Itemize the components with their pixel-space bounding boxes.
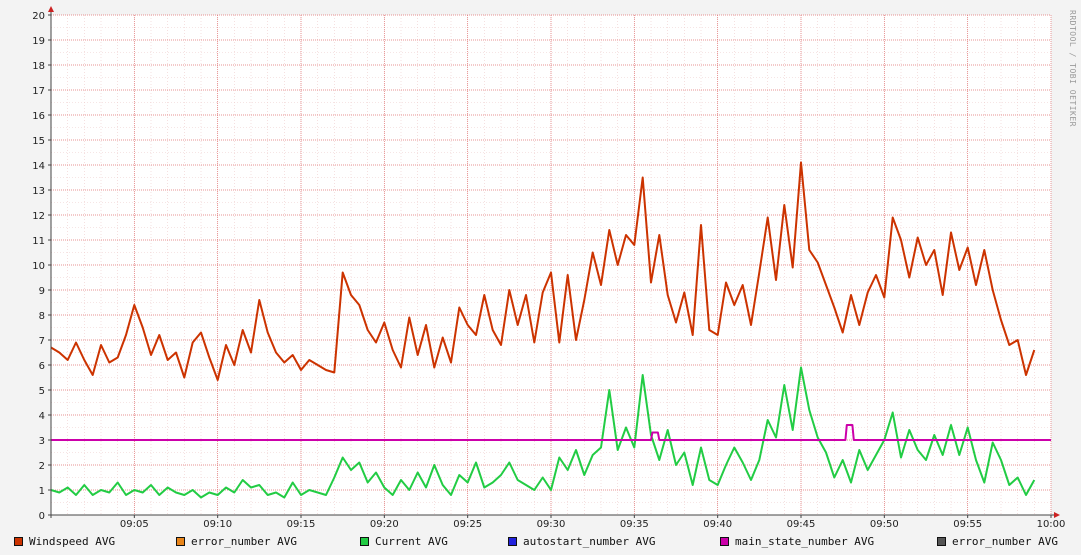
series-layer [50, 161, 1051, 499]
legend-swatch [360, 536, 369, 546]
y-tick-label: 16 [32, 111, 45, 122]
x-tick-label: 10:00 [1037, 519, 1066, 530]
y-tick-label: 17 [32, 86, 45, 97]
y-tick-label: 1 [39, 486, 45, 497]
legend-label: main_state_number AVG [735, 534, 875, 548]
x-tick-label: 09:25 [453, 519, 482, 530]
y-tick-label: 7 [39, 336, 45, 347]
y-tick-label: 19 [32, 36, 45, 47]
y-tick-label: 6 [39, 361, 45, 372]
y-tick-label: 3 [39, 436, 45, 447]
x-tick-labels: 09:05 09:10 09:15 09:20 09:25 09:30 09:35 09:40… [120, 515, 1065, 530]
legend: Windspeed AVG error_number AVG Current AVG… [0, 531, 1081, 551]
y-tick-label: 9 [39, 286, 45, 297]
series-line-0 [50, 161, 1036, 381]
legend-swatch [14, 536, 23, 546]
y-tick-label: 2 [39, 461, 45, 472]
x-tick-label: 09:15 [287, 519, 316, 530]
legend-item: Windspeed AVG [14, 531, 115, 551]
y-tick-label: 18 [32, 61, 45, 72]
legend-item: Current AVG [360, 531, 448, 551]
series-line-2 [50, 366, 1036, 499]
y-tick-label: 10 [32, 261, 45, 272]
y-tick-label: 5 [39, 386, 45, 397]
x-tick-label: 09:55 [953, 519, 982, 530]
y-tick-label: 14 [32, 161, 45, 172]
x-axis-arrow-icon [1054, 512, 1060, 518]
x-tick-label: 09:10 [203, 519, 232, 530]
legend-item: main_state_number AVG [720, 531, 874, 551]
y-tick-label: 8 [39, 311, 45, 322]
y-tick-label: 20 [32, 11, 45, 22]
legend-label: Windspeed AVG [29, 534, 116, 548]
y-tick-label: 12 [32, 211, 45, 222]
legend-swatch [720, 536, 729, 546]
legend-label: error_number AVG [191, 534, 297, 548]
x-tick-label: 09:20 [370, 519, 399, 530]
series-line-4 [51, 424, 1051, 441]
y-axis-arrow-icon [48, 6, 54, 12]
legend-label: Current AVG [375, 534, 448, 548]
legend-swatch [937, 536, 946, 546]
x-tick-label: 09:30 [537, 519, 566, 530]
legend-label: error_number AVG [952, 534, 1058, 548]
y-tick-label: 0 [39, 511, 45, 522]
legend-swatch [508, 536, 517, 546]
y-tick-label: 13 [32, 186, 45, 197]
legend-item: autostart_number AVG [508, 531, 655, 551]
legend-item: error_number AVG [937, 531, 1058, 551]
x-tick-label: 09:45 [787, 519, 816, 530]
x-tick-label: 09:50 [870, 519, 899, 530]
y-tick-label: 4 [39, 411, 45, 422]
y-tick-label: 11 [32, 236, 45, 247]
watermark: RRDTOOL / TOBI OETIKER [1068, 10, 1077, 127]
legend-swatch [176, 536, 185, 546]
x-tick-label: 09:35 [620, 519, 649, 530]
legend-label: autostart_number AVG [523, 534, 656, 548]
y-tick-label: 15 [32, 136, 45, 147]
x-tick-label: 09:05 [120, 519, 149, 530]
legend-item: error_number AVG [176, 531, 297, 551]
x-tick-label: 09:40 [703, 519, 732, 530]
